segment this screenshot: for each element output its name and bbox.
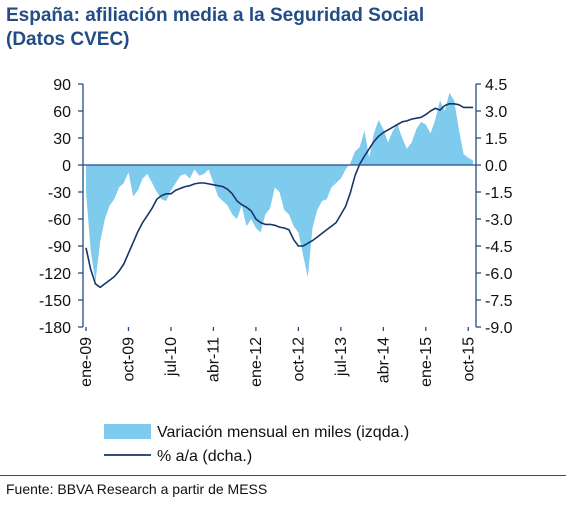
legend-label-line: % a/a (dcha.): [157, 448, 252, 465]
x-tick-label: ene-12: [248, 337, 265, 387]
x-tick-label: jul-13: [333, 337, 350, 377]
source-divider: [0, 475, 566, 476]
right-tick-label: -4.5: [485, 239, 513, 256]
source-note: Fuente: BBVA Research a partir de MESS: [6, 481, 268, 497]
left-tick-label: -150: [39, 293, 71, 310]
right-tick-label: -9.0: [485, 320, 513, 337]
right-tick-label: -6.0: [485, 266, 513, 283]
left-tick-label: 0: [62, 158, 71, 175]
x-tick-label: oct-15: [460, 337, 477, 382]
left-tick-label: 90: [53, 77, 71, 94]
right-tick-label: 4.5: [485, 77, 507, 94]
right-tick-label: 3.0: [485, 104, 507, 121]
x-tick-label: abr-14: [375, 337, 392, 383]
chart-title-line1: España: afiliación media a la Seguridad …: [6, 5, 425, 26]
x-tick-label: abr-11: [205, 337, 222, 382]
series-area-variacion-mensual: [86, 93, 473, 282]
left-tick-label: -90: [48, 239, 71, 256]
series-line-pct-aa: [85, 103, 473, 289]
left-tick-label: -30: [48, 185, 71, 202]
axis-layer: 90 60 30 0 -30 -60 -90 -120 -150 -180 4.5 3.0 1.5 0.0…: [39, 77, 513, 387]
x-tick-label: ene-09: [78, 337, 95, 387]
right-tick-label: -1.5: [485, 185, 513, 202]
left-tick-label: -60: [48, 212, 71, 229]
right-tick-label: -3.0: [485, 212, 513, 229]
line-layer: [85, 103, 473, 289]
x-tick-label: oct-12: [290, 337, 307, 382]
left-tick-label: -180: [39, 320, 71, 337]
left-tick-label: 30: [53, 131, 71, 148]
legend-label-area: Variación mensual en miles (izqda.): [157, 424, 409, 441]
area-layer: [86, 93, 473, 282]
x-tick-label: jul-10: [163, 337, 180, 377]
chart-canvas: 90 60 30 0 -30 -60 -90 -120 -150 -180 4.5 3.0 1.5 0.0…: [39, 77, 513, 465]
right-tick-label: 1.5: [485, 131, 507, 148]
left-tick-label: 60: [53, 104, 71, 121]
right-tick-label: 0.0: [485, 158, 507, 175]
legend: Variación mensual en miles (izqda.) % a/a…: [104, 424, 409, 465]
x-tick-label: ene-15: [418, 337, 435, 387]
left-tick-label: -120: [39, 266, 71, 283]
chart-title-line2: (Datos CVEC): [6, 29, 130, 50]
x-tick-label: oct-09: [120, 337, 137, 382]
legend-swatch-area: [104, 424, 151, 439]
right-tick-label: -7.5: [485, 293, 513, 310]
chart-title: España: afiliación media a la Seguridad …: [6, 4, 424, 52]
